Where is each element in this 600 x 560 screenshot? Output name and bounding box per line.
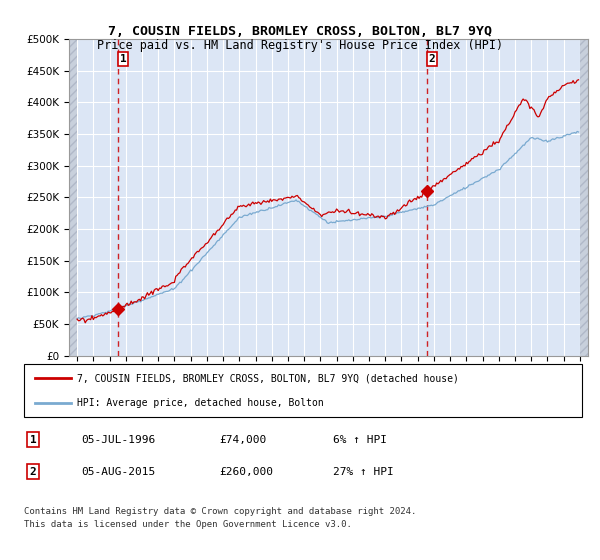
- Text: 05-JUL-1996: 05-JUL-1996: [81, 435, 155, 445]
- Text: 2: 2: [29, 466, 37, 477]
- Text: 05-AUG-2015: 05-AUG-2015: [81, 466, 155, 477]
- Text: 27% ↑ HPI: 27% ↑ HPI: [333, 466, 394, 477]
- FancyBboxPatch shape: [24, 364, 582, 417]
- Text: Price paid vs. HM Land Registry's House Price Index (HPI): Price paid vs. HM Land Registry's House …: [97, 39, 503, 52]
- Text: £74,000: £74,000: [219, 435, 266, 445]
- Text: HPI: Average price, detached house, Bolton: HPI: Average price, detached house, Bolt…: [77, 398, 324, 408]
- Text: 2: 2: [428, 54, 436, 64]
- Text: 1: 1: [29, 435, 37, 445]
- Text: £260,000: £260,000: [219, 466, 273, 477]
- Bar: [69, 39, 77, 356]
- Text: 7, COUSIN FIELDS, BROMLEY CROSS, BOLTON, BL7 9YQ: 7, COUSIN FIELDS, BROMLEY CROSS, BOLTON,…: [108, 25, 492, 38]
- Text: 6% ↑ HPI: 6% ↑ HPI: [333, 435, 387, 445]
- Text: Contains HM Land Registry data © Crown copyright and database right 2024.
This d: Contains HM Land Registry data © Crown c…: [24, 507, 416, 529]
- Bar: [580, 39, 588, 356]
- Text: 7, COUSIN FIELDS, BROMLEY CROSS, BOLTON, BL7 9YQ (detached house): 7, COUSIN FIELDS, BROMLEY CROSS, BOLTON,…: [77, 374, 459, 384]
- Text: 1: 1: [119, 54, 127, 64]
